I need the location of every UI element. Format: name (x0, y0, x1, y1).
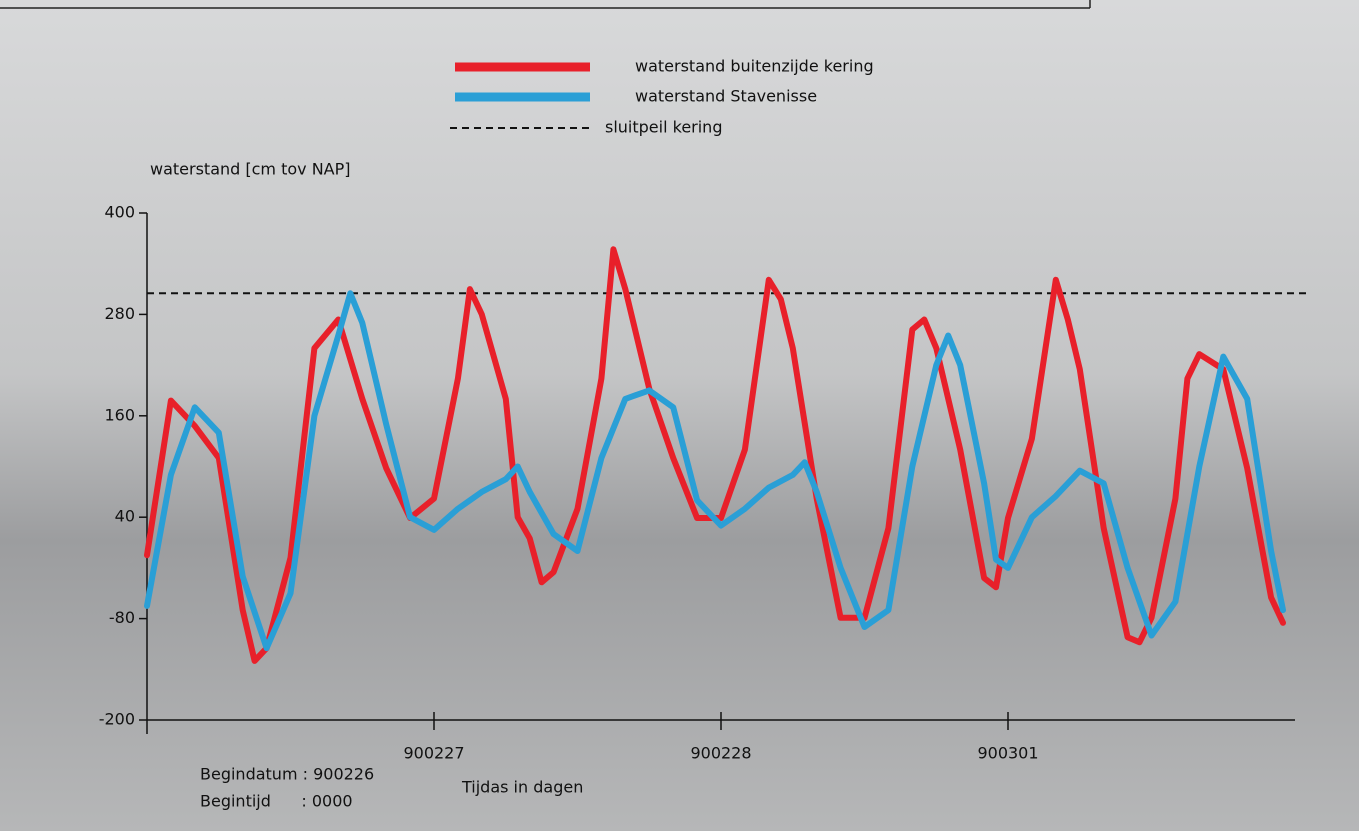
chart: waterstand [cm tov NAP] Tijdas in dagen … (0, 0, 1359, 831)
y-tick-label: 160 (104, 405, 135, 424)
x-tick-label: 900228 (690, 744, 751, 763)
annotation: Begindatum : 900226 (200, 765, 374, 784)
x-tick-label: 900301 (977, 744, 1038, 763)
legend-label: waterstand buitenzijde kering (635, 57, 874, 76)
y-tick-label: -200 (99, 710, 135, 729)
y-axis-label: waterstand [cm tov NAP] (150, 160, 351, 179)
legend-label: waterstand Stavenisse (635, 87, 817, 106)
y-tick-label: 400 (104, 203, 135, 222)
x-axis-label: Tijdas in dagen (461, 778, 583, 797)
legend-label: sluitpeil kering (605, 118, 722, 137)
x-tick-label: 900227 (403, 744, 464, 763)
y-tick-label: -80 (109, 608, 135, 627)
y-tick-label: 40 (115, 507, 135, 526)
annotation: Begintijd : 0000 (200, 792, 353, 811)
y-tick-label: 280 (104, 304, 135, 323)
